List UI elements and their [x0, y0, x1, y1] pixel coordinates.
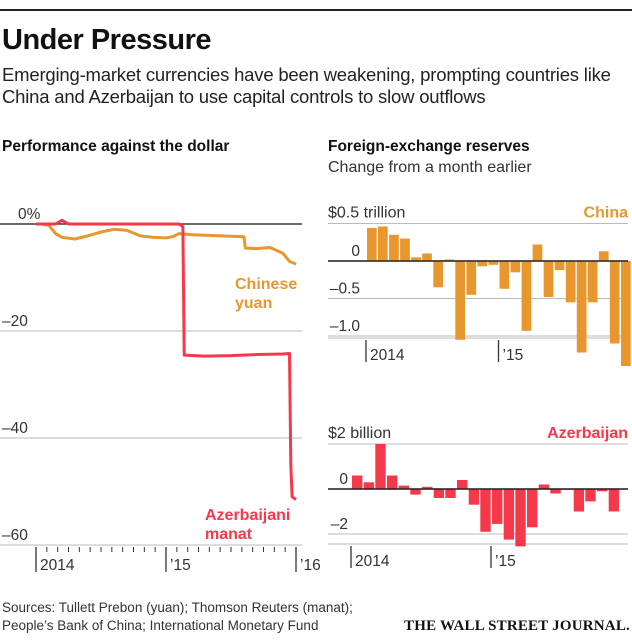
y-tick-label-left: –20	[2, 313, 28, 330]
right-panel-title: Foreign-exchange reserves	[328, 138, 530, 155]
china-bar	[576, 261, 587, 353]
china-bar	[543, 261, 554, 297]
china-y-tick-label: 0	[351, 243, 360, 260]
yuan-line	[36, 222, 297, 266]
chart-title: Under Pressure	[2, 24, 212, 56]
yuan-label-line2: yuan	[235, 295, 272, 312]
china-y-tick-label: –0.5	[330, 281, 360, 298]
azerbaijan-bar	[363, 482, 375, 490]
azerbaijan-bar	[503, 489, 515, 540]
china-bar	[367, 228, 377, 261]
y-tick-label-left: –40	[2, 420, 28, 437]
azerbaijan-bar	[445, 489, 456, 498]
x-tick-label-left: 2014	[40, 557, 75, 574]
china-x-tick-label: 2014	[370, 347, 405, 364]
sources-note: Sources: Tullett Prebon (yuan); Thomson …	[2, 599, 353, 635]
right-panel-subtitle: Change from a month earlier	[328, 159, 532, 176]
azerbaijan-unit-label: $2 billion	[328, 425, 391, 442]
china-bar	[400, 238, 410, 261]
china-bar	[554, 261, 565, 270]
chart-subtitle: Emerging-market currencies have been wea…	[2, 64, 611, 107]
azerbaijan-bar	[573, 489, 585, 512]
azerbaijan-bar	[597, 489, 608, 492]
x-tick-label-left: ’16	[300, 557, 321, 574]
china-bar	[598, 251, 609, 262]
china-panel-label: China	[584, 205, 629, 222]
china-bar	[621, 261, 631, 366]
china-bar	[455, 261, 465, 340]
manat-line	[36, 218, 297, 501]
azerbaijan-bar	[492, 489, 503, 524]
china-bar	[466, 261, 477, 295]
azerbaijan-bar	[387, 475, 398, 489]
top-rule	[0, 9, 632, 11]
azerbaijan-bar	[398, 485, 410, 489]
china-bar	[609, 261, 620, 344]
azerbaijan-bar	[422, 486, 433, 490]
china-bar	[587, 261, 598, 303]
azerbaijan-bar	[352, 475, 363, 489]
manat-label-line2: manat	[205, 526, 253, 543]
china-bar	[521, 261, 532, 331]
azerbaijan-bar	[538, 484, 550, 489]
china-bar	[488, 261, 499, 265]
china-bar	[378, 226, 388, 261]
azerbaijan-bar	[480, 489, 491, 532]
china-bar	[477, 261, 488, 267]
china-bar	[499, 261, 510, 289]
azerbaijan-bar	[527, 489, 538, 528]
china-bar	[433, 261, 443, 288]
y-tick-label-left: –60	[2, 527, 28, 544]
china-y-tick-label: –1.0	[330, 318, 361, 335]
azerbaijan-bar	[375, 444, 386, 489]
azerbaijan-bar	[410, 489, 421, 495]
x-tick-label-left: ’15	[170, 557, 191, 574]
china-unit-label: $0.5 trillion	[328, 205, 405, 222]
azerbaijan-bar	[468, 489, 480, 505]
china-bar	[532, 244, 543, 261]
azerbaijan-bar	[608, 489, 620, 512]
manat-label-line1: Azerbaijani	[205, 507, 290, 524]
left-panel-title: Performance against the dollar	[2, 138, 230, 155]
sources-line-1: Sources: Tullett Prebon (yuan); Thomson …	[2, 600, 353, 615]
azerbaijan-bar	[550, 489, 561, 494]
azerbaijan-y-tick-label: 0	[339, 471, 348, 488]
azerbaijan-bar	[457, 480, 468, 489]
azerbaijan-panel-label: Azerbaijan	[547, 425, 628, 442]
azerbaijan-bar	[515, 489, 526, 547]
china-bar	[389, 234, 399, 262]
azerbaijan-bar	[585, 489, 596, 502]
azerbaijan-x-tick-label: ’15	[495, 553, 516, 570]
china-bar	[422, 253, 432, 261]
china-bar	[444, 259, 454, 261]
azerbaijan-y-tick-label: –2	[331, 516, 348, 533]
china-bar	[565, 261, 576, 303]
yuan-label-line1: Chinese	[235, 276, 297, 293]
azerbaijan-bar	[433, 489, 445, 498]
sources-line-2: People’s Bank of China; International Mo…	[2, 618, 319, 633]
y-tick-label-left: 0%	[18, 206, 41, 223]
china-bar	[510, 261, 521, 273]
china-x-tick-label: ’15	[503, 347, 524, 364]
china-bar	[411, 257, 421, 262]
azerbaijan-x-tick-label: 2014	[355, 553, 390, 570]
publisher-logo: THE WALL STREET JOURNAL.	[404, 618, 630, 634]
